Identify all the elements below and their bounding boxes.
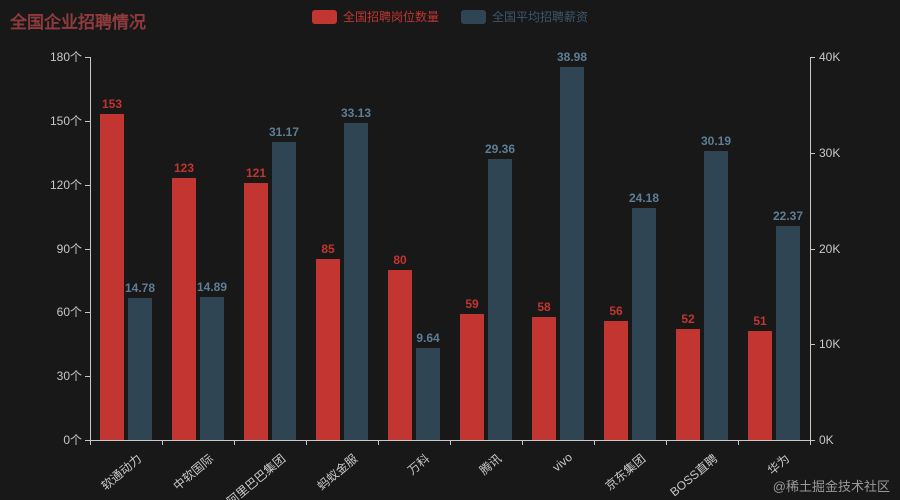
bar-value-label-salary: 22.37 — [772, 208, 804, 223]
x-axis-label: 腾讯 — [476, 451, 505, 478]
y-axis-tick-left — [85, 376, 90, 378]
x-axis-tick — [666, 440, 667, 445]
y-axis-tick-left — [85, 184, 90, 186]
x-axis-label: 万科 — [404, 451, 433, 478]
chart-title: 全国企业招聘情况 — [10, 13, 146, 32]
y-axis-label-left: 180个 — [49, 50, 82, 64]
bar-jobs[interactable] — [460, 314, 484, 440]
x-axis-tick — [162, 440, 163, 445]
bar-jobs[interactable] — [676, 329, 700, 440]
bar-jobs[interactable] — [316, 259, 340, 440]
y-axis-tick-right — [810, 248, 815, 250]
x-axis-tick — [810, 440, 811, 445]
watermark: @稀土掘金技术社区 — [772, 479, 890, 494]
x-axis-tick — [90, 440, 91, 445]
bar-value-label-salary: 14.78 — [124, 281, 156, 296]
bar-salary[interactable] — [560, 66, 584, 440]
bar-value-label-salary: 31.17 — [268, 124, 300, 139]
x-axis-label: 华为 — [764, 451, 793, 478]
y-axis-tick-right — [810, 152, 815, 154]
x-axis-tick — [234, 440, 235, 445]
y-axis-tick-left — [85, 120, 90, 122]
y-axis-label-right: 40K — [819, 50, 841, 64]
y-axis-label-left: 90个 — [56, 241, 82, 256]
legend-label: 全国招聘岗位数量 — [342, 10, 439, 24]
bar-value-label-jobs: 85 — [321, 242, 335, 257]
y-axis-tick-left — [85, 312, 90, 314]
legend-label: 全国平均招聘薪资 — [492, 10, 589, 24]
bar-jobs[interactable] — [172, 178, 196, 440]
bar-jobs[interactable] — [604, 320, 628, 440]
bar-jobs[interactable] — [748, 331, 772, 440]
x-axis-tick — [378, 440, 379, 445]
y-axis-tick-right — [810, 344, 815, 346]
x-axis-tick — [450, 440, 451, 445]
x-axis-label: 中软国际 — [170, 451, 217, 494]
bar-salary[interactable] — [776, 225, 800, 440]
bar-value-label-salary: 24.18 — [628, 191, 660, 206]
bar-jobs[interactable] — [532, 316, 556, 440]
x-axis-label: BOSS直聘 — [667, 451, 721, 500]
bar-value-label-jobs: 80 — [393, 252, 407, 267]
bar-salary[interactable] — [344, 122, 368, 440]
bar-value-label-jobs: 121 — [245, 165, 267, 180]
y-axis-label-left: 30个 — [56, 369, 82, 384]
legend-marker-icon — [461, 9, 486, 24]
x-axis-label: 软通动力 — [98, 451, 145, 494]
bar-value-label-jobs: 58 — [537, 299, 551, 314]
bar-value-label-salary: 14.89 — [196, 280, 228, 295]
x-axis-tick — [522, 440, 523, 445]
bar-salary[interactable] — [704, 150, 728, 440]
y-axis-label-left: 120个 — [49, 177, 82, 192]
bar-value-label-jobs: 56 — [609, 303, 623, 318]
legend-marker-icon — [311, 9, 337, 24]
y-axis-label-right: 20K — [819, 241, 841, 256]
y-axis-left-line — [90, 57, 91, 440]
legend-item-jobs[interactable]: 全国招聘岗位数量 — [311, 8, 439, 25]
x-axis-label: 阿里巴巴集团 — [224, 451, 289, 500]
bar-salary[interactable] — [128, 298, 152, 440]
x-axis-label: vivo — [549, 450, 575, 475]
bar-jobs[interactable] — [244, 182, 268, 440]
y-axis-tick-left — [85, 248, 90, 250]
bar-jobs[interactable] — [388, 269, 412, 440]
bar-value-label-jobs: 59 — [465, 297, 479, 312]
y-axis-tick-left — [85, 440, 90, 441]
x-axis-label: 京东集团 — [602, 451, 649, 494]
x-axis-tick — [306, 440, 307, 445]
y-axis-label-left: 0个 — [63, 433, 82, 447]
legend-item-salary[interactable]: 全国平均招聘薪资 — [461, 8, 588, 25]
bar-jobs[interactable] — [100, 114, 124, 440]
x-axis-tick — [738, 440, 739, 445]
y-axis-label-left: 150个 — [49, 113, 82, 128]
y-axis-label-right: 0K — [819, 433, 834, 447]
plot-area: 0个 30个 60个 90个 120个 150个 180个 0K 10K 20K 30K 40K 153… — [50, 50, 840, 500]
bar-value-label-salary: 33.13 — [340, 105, 372, 120]
bar-value-label-jobs: 51 — [753, 314, 767, 329]
bar-salary[interactable] — [416, 347, 440, 440]
y-axis-label-right: 10K — [819, 337, 841, 352]
bar-salary[interactable] — [272, 141, 296, 440]
y-axis-tick-right — [810, 440, 815, 441]
y-axis-label-right: 30K — [819, 145, 841, 160]
bar-value-label-salary: 9.64 — [416, 330, 440, 345]
bar-value-label-salary: 29.36 — [484, 141, 516, 156]
bar-value-label-salary: 38.98 — [556, 49, 588, 64]
y-axis-tick-left — [85, 57, 90, 58]
bar-value-label-salary: 30.19 — [700, 133, 732, 148]
bar-salary[interactable] — [200, 297, 224, 440]
x-axis-label: 蚂蚁金服 — [314, 451, 361, 494]
bar-value-label-jobs: 123 — [173, 161, 195, 176]
y-axis-label-left: 60个 — [56, 305, 82, 320]
bar-value-label-jobs: 52 — [681, 312, 695, 327]
legend: 全国招聘岗位数量 全国平均招聘薪资 — [0, 8, 900, 25]
bar-value-label-jobs: 153 — [101, 97, 123, 112]
x-axis-tick — [594, 440, 595, 445]
y-axis-tick-right — [810, 57, 815, 58]
bar-salary[interactable] — [632, 208, 656, 440]
bar-salary[interactable] — [488, 158, 512, 440]
